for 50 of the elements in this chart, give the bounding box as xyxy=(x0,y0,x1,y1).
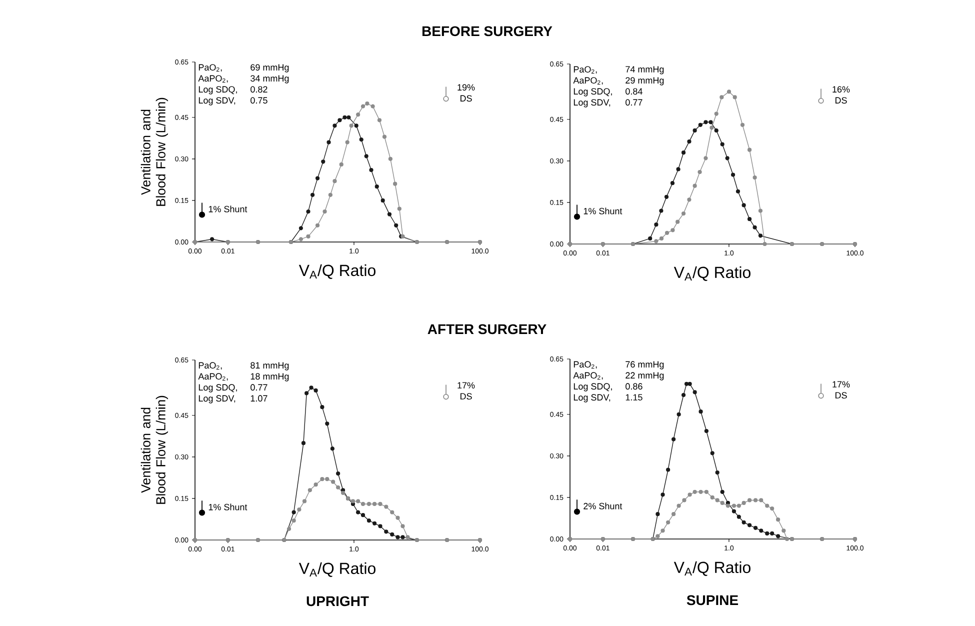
x-axis-title: V$_{A}$/Q Ratio xyxy=(674,266,750,281)
annotation: 19% DS xyxy=(458,84,475,102)
annotation: Log SDQ, xyxy=(198,384,237,392)
chart-title: AFTER SURGERY xyxy=(428,324,546,334)
annotation: PaO$_{2}$, xyxy=(574,361,597,369)
text: SUPINE xyxy=(686,595,738,606)
annotation: 16% DS xyxy=(832,86,850,104)
annotation: Log SDV, xyxy=(574,394,610,402)
y-axis-title: Ventilation and Blood Flow (L/min) xyxy=(140,98,168,206)
annotation: AaPO$_{2}$, xyxy=(573,372,603,380)
annotation: 1.15 xyxy=(626,394,642,400)
annotation: 18 mmHg xyxy=(250,373,289,382)
annotation: 0.86 xyxy=(626,383,642,390)
annotation: Log SDQ, xyxy=(574,88,612,96)
annotation: 17% DS xyxy=(832,381,850,399)
annotation: 74 mmHg xyxy=(626,66,664,74)
annotation: Log SDV, xyxy=(198,97,236,106)
x-axis-title: V$_{A}$/Q Ratio xyxy=(298,264,376,279)
annotation: 1% Shunt xyxy=(208,206,248,212)
annotation: 2% Shunt xyxy=(584,502,622,510)
annotation: 17% DS xyxy=(458,382,475,400)
annotation: PaO$_{2}$, xyxy=(198,362,222,370)
annotation: 0.84 xyxy=(626,88,642,95)
annotation: 0.77 xyxy=(250,384,268,391)
x-axis-title: V$_{A}$/Q Ratio xyxy=(674,561,750,576)
annotation: AaPO$_{2}$, xyxy=(198,75,228,83)
annotation: 1% Shunt xyxy=(208,504,248,510)
annotation: 29 mmHg xyxy=(626,77,664,86)
annotation: 69 mmHg xyxy=(250,64,289,72)
annotation: Log SDQ, xyxy=(574,383,612,392)
annotation: Log SDQ, xyxy=(198,86,237,94)
annotation: 34 mmHg xyxy=(250,75,289,84)
annotation: 1.07 xyxy=(250,395,268,402)
annotation: PaO$_{2}$, xyxy=(574,66,597,74)
text: UPRIGHT xyxy=(306,596,369,606)
chart-title: BEFORE SURGERY xyxy=(422,26,552,36)
annotation: PaO$_{2}$, xyxy=(198,64,222,72)
x-axis-title: V$_{A}$/Q Ratio xyxy=(298,562,376,577)
y-axis-title: Ventilation and Blood Flow (L/min) xyxy=(140,396,168,504)
annotation: 0.77 xyxy=(626,99,642,106)
annotation: 22 mmHg xyxy=(626,372,664,380)
annotation: 0.75 xyxy=(250,97,268,104)
annotation: 1% Shunt xyxy=(584,208,622,214)
annotation: 81 mmHg xyxy=(250,362,289,370)
annotation: 76 mmHg xyxy=(626,361,664,370)
annotation: Log SDV, xyxy=(574,99,610,108)
annotation: AaPO$_{2}$, xyxy=(573,77,603,85)
annotation: AaPO$_{2}$, xyxy=(198,373,228,381)
annotation: 0.82 xyxy=(250,86,268,93)
annotation: Log SDV, xyxy=(198,395,236,404)
